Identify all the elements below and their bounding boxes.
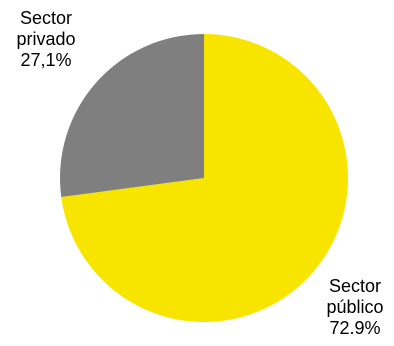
slice-label-line: privado — [16, 29, 76, 49]
slice-label-line: Sector — [328, 276, 382, 296]
slice-label-line: Sector — [19, 8, 73, 28]
slice-label-line: público — [326, 297, 384, 317]
slice-label-line: 72.9% — [329, 318, 381, 338]
slice-label-line: 27,1% — [20, 50, 72, 70]
slice-label-sector-publico: Sector público 72.9% — [316, 276, 394, 339]
slice-label-sector-privado: Sector privado 27,1% — [0, 8, 92, 71]
pie-slice-0 — [61, 34, 348, 322]
pie-slice-1 — [59, 34, 205, 197]
